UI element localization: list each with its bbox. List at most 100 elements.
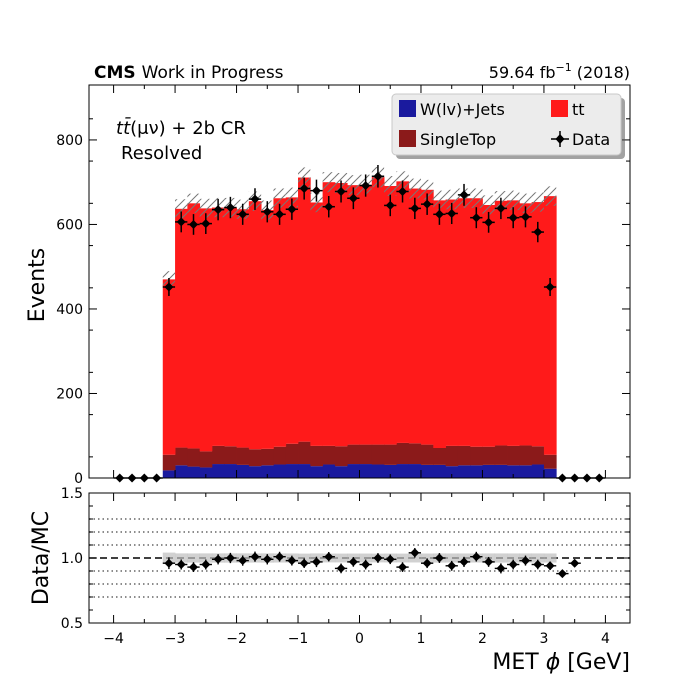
ratio-point <box>336 563 346 573</box>
x-tick-label: 3 <box>539 631 548 647</box>
bar-singletop <box>310 445 324 467</box>
legend-swatch-tt <box>551 100 568 117</box>
ratio-point <box>410 548 420 558</box>
data-point <box>299 184 309 194</box>
mc-uncertainty-hatch <box>420 179 434 200</box>
y-tick-label: 0 <box>74 471 83 487</box>
y-tick-label: 200 <box>56 386 83 402</box>
bar-w-lv-jets <box>236 464 250 478</box>
data-point <box>311 186 321 196</box>
mc-uncertainty-hatch <box>470 188 483 209</box>
bar-w-lv-jets <box>371 464 385 478</box>
bar-w-lv-jets <box>322 464 336 478</box>
legend-marker-data-diamond <box>555 134 565 144</box>
bar-singletop <box>371 444 385 465</box>
data-point <box>225 203 235 213</box>
data-point <box>164 282 174 292</box>
ratio-point <box>213 554 223 564</box>
bar-singletop <box>482 446 496 465</box>
ratio-band-bin <box>175 553 188 563</box>
bar-w-lv-jets <box>334 466 348 478</box>
data-point <box>447 208 457 218</box>
x-tick-label: 0 <box>355 631 364 647</box>
bar-w-lv-jets <box>507 465 520 478</box>
bar-tt <box>248 201 262 450</box>
mc-uncertainty-hatch <box>433 190 446 211</box>
data-point <box>496 203 506 213</box>
ratio-point <box>311 557 321 567</box>
ratio-point <box>496 563 506 573</box>
bar-tt <box>384 185 397 445</box>
x-tick-label: −2 <box>226 631 247 647</box>
bar-w-lv-jets <box>482 464 496 478</box>
region-label-line2: Resolved <box>121 143 202 164</box>
ratio-point <box>533 560 543 569</box>
legend-label-wjets: W(lv)+Jets <box>420 100 505 119</box>
bar-singletop <box>211 445 225 465</box>
bar-tt <box>285 197 299 444</box>
data-point <box>471 213 481 223</box>
bar-w-lv-jets <box>359 464 373 478</box>
data-point <box>545 282 555 292</box>
bar-tt <box>359 184 373 445</box>
bar-singletop <box>347 444 360 465</box>
legend: W(lv)+Jets tt SingleTop Data <box>391 93 625 159</box>
mc-uncertainty-hatch <box>199 198 212 218</box>
bar-singletop <box>359 444 373 465</box>
ratio-point <box>189 562 199 572</box>
bar-tt <box>273 198 287 447</box>
bar-tt <box>408 188 422 444</box>
ratio-point <box>238 556 248 566</box>
ratio-point <box>164 558 174 568</box>
ratio-band-bin <box>396 553 409 563</box>
legend-swatch-singletop <box>399 130 416 147</box>
data-point <box>385 200 395 210</box>
bar-w-lv-jets <box>224 464 237 478</box>
ratio-point <box>275 552 285 562</box>
mc-uncertainty-hatch <box>273 188 286 209</box>
data-point <box>287 204 297 214</box>
bar-w-lv-jets <box>420 464 434 478</box>
bar-w-lv-jets <box>199 467 213 478</box>
bar-tt <box>531 202 545 447</box>
ratio-point <box>447 561 457 571</box>
bar-singletop <box>224 446 237 465</box>
bar-singletop <box>531 446 545 465</box>
bar-singletop <box>457 445 471 466</box>
bar-singletop <box>334 446 348 467</box>
bar-tt <box>482 205 496 447</box>
bar-singletop <box>248 449 262 467</box>
mc-uncertainty-band <box>162 166 557 288</box>
ratio-point <box>434 553 444 563</box>
bar-tt <box>420 189 434 445</box>
bar-w-lv-jets <box>543 468 557 478</box>
bar-singletop <box>175 447 188 466</box>
ratio-point <box>262 554 272 564</box>
bar-singletop <box>408 443 422 465</box>
ratio-y-axis-label: Data/MC <box>29 511 54 605</box>
bar-tt <box>334 183 348 447</box>
bar-w-lv-jets <box>519 465 533 478</box>
y-tick-label: 600 <box>56 217 83 233</box>
bar-w-lv-jets <box>494 464 508 478</box>
x-tick-label: 1 <box>417 631 426 647</box>
data-point <box>422 199 432 209</box>
legend-item-tt: tt <box>551 100 585 119</box>
data-point <box>373 171 383 181</box>
bar-singletop <box>273 446 287 465</box>
main-axis-ticks: 0 200 400 600 800 <box>56 85 630 487</box>
legend-swatch-wjets <box>399 100 416 117</box>
data-point <box>324 202 334 212</box>
bar-tt <box>298 177 311 442</box>
ratio-plot-frame <box>88 492 631 624</box>
ratio-point <box>422 558 432 568</box>
main-plot-frame <box>88 84 631 479</box>
data-point <box>275 209 285 219</box>
data-point <box>201 219 211 229</box>
ratio-band-bin <box>507 553 520 563</box>
ratio-band-bin <box>334 553 348 563</box>
ratio-band-bin <box>199 553 213 563</box>
mc-uncertainty-hatch <box>519 193 532 214</box>
ratio-y-tick-label: 1.0 <box>61 551 83 567</box>
